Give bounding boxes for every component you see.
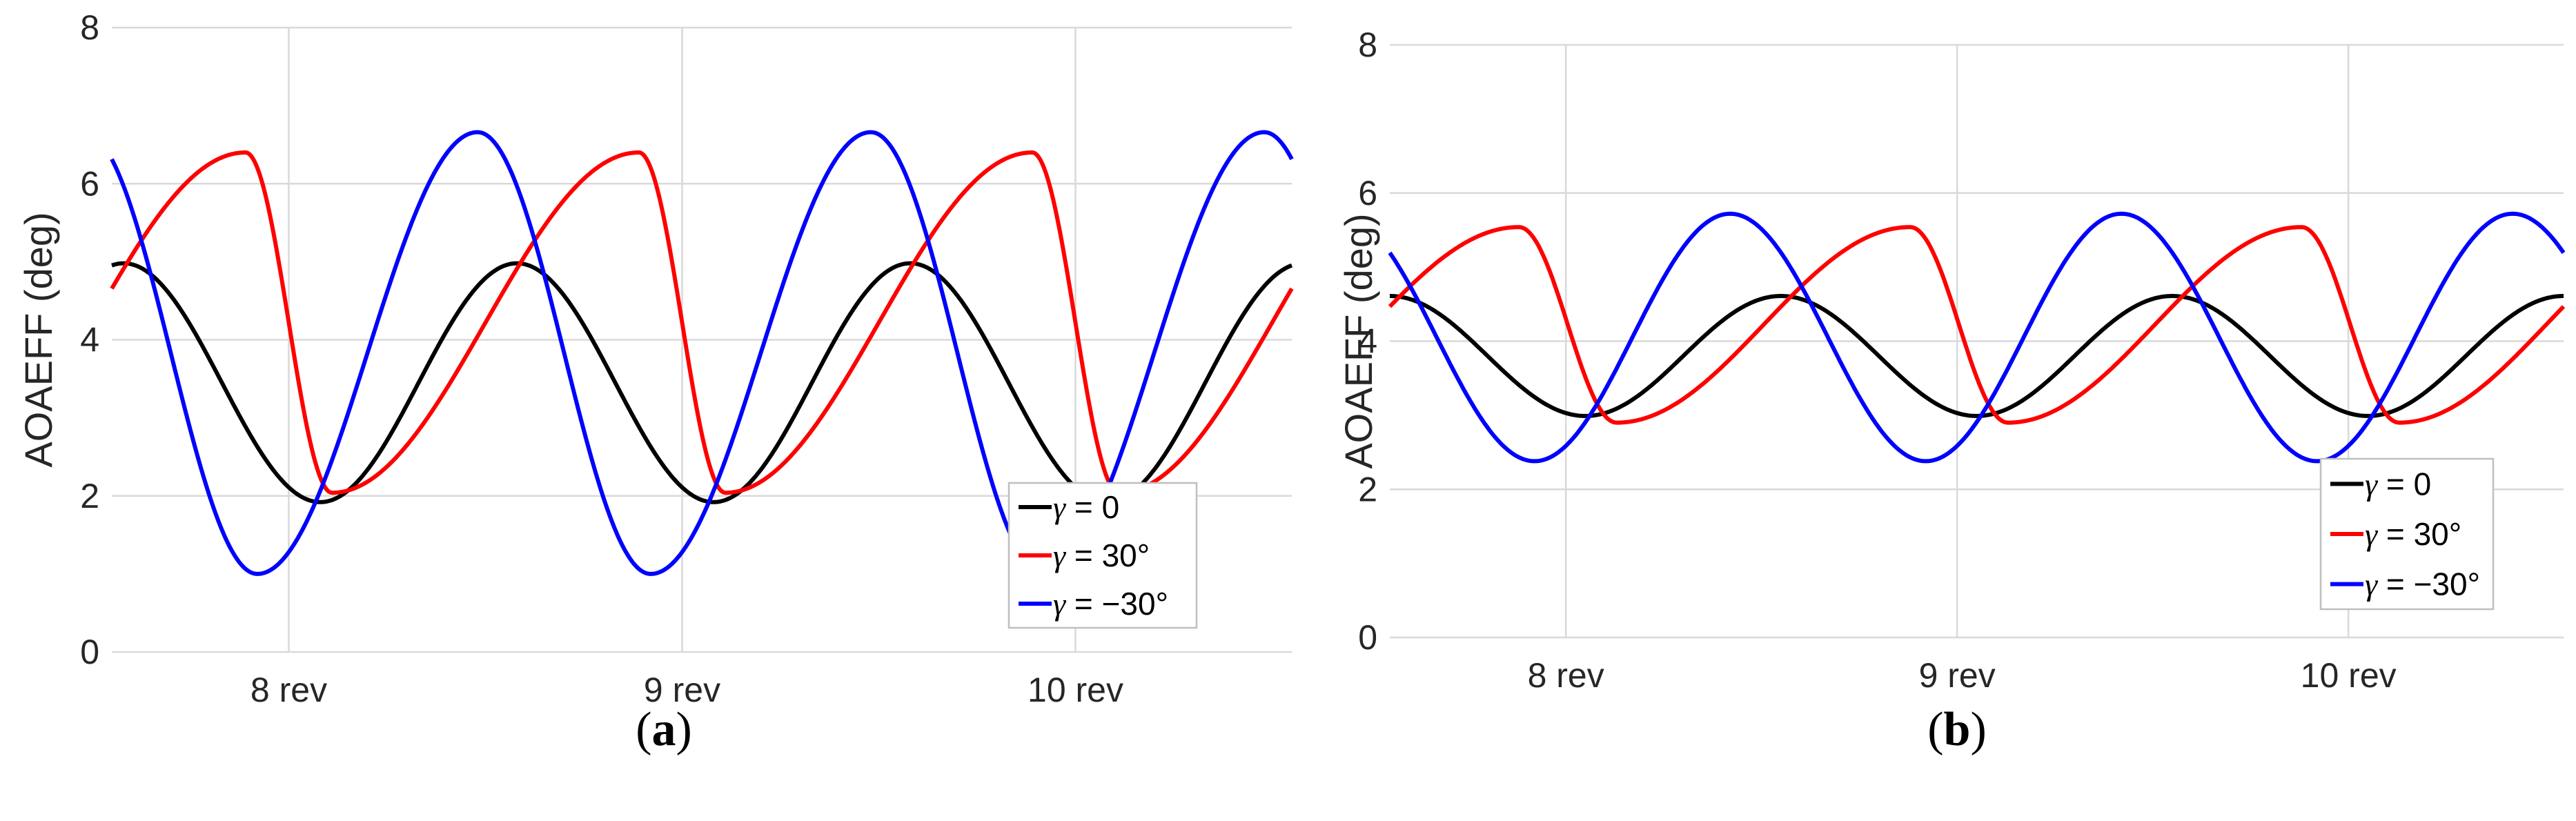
series-line (1388, 211, 2566, 464)
x-tick-label: 10 rev (2301, 656, 2397, 695)
legend-label: γ = −30° (2365, 566, 2480, 602)
y-tick-label: 8 (80, 8, 99, 47)
y-tick-label: 0 (80, 633, 99, 671)
y-tick-label: 2 (1358, 470, 1377, 508)
series-line (110, 150, 1294, 495)
legend-label: γ = 0 (1053, 489, 1119, 525)
legend-label: γ = 30° (1053, 537, 1150, 573)
y-tick-label: 6 (80, 164, 99, 203)
y-tick-label: 4 (1358, 322, 1377, 361)
series-line (1388, 294, 2565, 418)
legend-label: γ = 30° (2365, 516, 2461, 552)
series-line (1388, 225, 2566, 425)
y-tick-label: 0 (1358, 618, 1377, 657)
x-tick-label: 9 rev (1919, 656, 1996, 695)
legend-label: γ = −30° (1053, 586, 1168, 622)
y-tick-label: 2 (80, 477, 99, 515)
y-tick-label: 4 (80, 321, 99, 359)
legend: γ = 0 γ = 30° γ = −30° (2319, 457, 2495, 611)
panel-caption-b: (b) (1927, 703, 1987, 756)
panel-caption-a: (a) (636, 703, 692, 756)
x-tick-label: 8 rev (250, 671, 327, 709)
y-axis-label: AOAEFF (deg) (17, 212, 60, 467)
x-tick-label: 9 rev (644, 671, 720, 709)
y-axis-label: AOAEFF (deg) (1337, 213, 1380, 468)
x-tick-label: 8 rev (1528, 656, 1604, 695)
legend-label: γ = 0 (2365, 466, 2431, 502)
y-tick-label: 8 (1358, 26, 1377, 64)
y-tick-label: 6 (1358, 174, 1377, 212)
x-tick-label: 10 rev (1028, 671, 1123, 709)
legend: γ = 0 γ = 30° γ = −30° (1007, 482, 1198, 629)
